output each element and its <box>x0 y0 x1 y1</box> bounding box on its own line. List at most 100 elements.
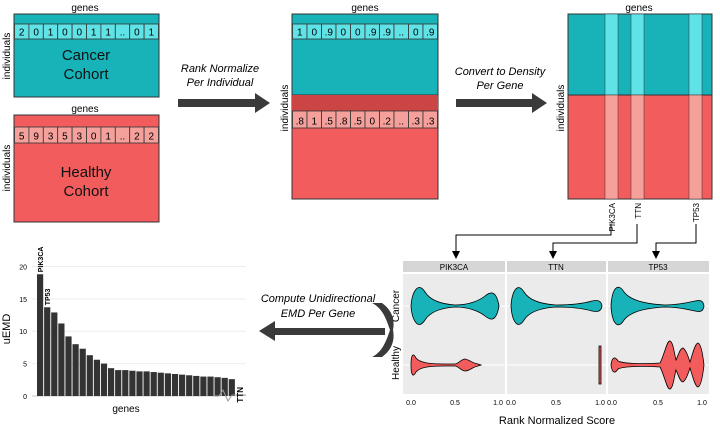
y-tick-label: 10 <box>19 329 27 336</box>
cancer-normalized-value: 1 <box>297 28 303 39</box>
individuals-label: individuals <box>2 145 13 192</box>
bar <box>150 372 157 396</box>
uemd-bar-chart: 0 5 10 15 20 PIK3CA TP53 uEMD genes TTN <box>1 247 246 415</box>
convert-density-step: Convert to Density Per Gene <box>455 66 547 113</box>
x-tick-label: 0.5 <box>551 400 561 407</box>
healthy-raw-value: 3 <box>77 132 83 143</box>
cancer-cohort-matrix: genes 2 0 1 0 0 1 1.. 0 1 Cancer Cohort individu… <box>2 3 160 98</box>
cancer-normalized-value: .9 <box>368 28 377 39</box>
row-label-cancer: Cancer <box>391 289 402 322</box>
cancer-raw-value: .. <box>120 28 126 39</box>
bar <box>143 371 150 396</box>
cancer-raw-value: 0 <box>33 28 39 39</box>
healthy-normalized-value: .. <box>398 117 404 128</box>
genes-label: genes <box>351 3 378 14</box>
row-label-healthy: Healthy <box>391 346 402 380</box>
bar-tail-label-ttn: TTN <box>236 387 245 403</box>
bar-chart-y-ticks: 0 5 10 15 20 <box>19 264 27 401</box>
bar <box>200 376 207 396</box>
y-tick-label: 20 <box>19 264 27 271</box>
healthy-normalized-value: .3 <box>412 117 421 128</box>
bar <box>193 375 200 396</box>
bar <box>136 371 143 396</box>
healthy-cohort-matrix: genes 5 9 3 5 3 0 1.. 2 2 Healthy Cohort individ… <box>2 104 160 223</box>
bar <box>86 355 93 396</box>
cancer-raw-cell <box>143 23 159 40</box>
cancer-normalized-value: .9 <box>426 28 435 39</box>
cancer-normalized-value: .9 <box>325 28 334 39</box>
bar-chart-bars <box>37 274 235 396</box>
bar <box>72 344 79 396</box>
cancer-raw-value: 1 <box>91 28 97 39</box>
gene-connectors <box>452 224 697 259</box>
compute-emd-label-2: EMD Per Gene <box>281 308 356 320</box>
x-tick-label: 0.5 <box>450 400 460 407</box>
gene-label-ttn: TTN <box>634 203 643 219</box>
healthy-normalized-value: .5 <box>325 117 334 128</box>
bar <box>115 370 122 396</box>
healthy-normalized-cell <box>422 110 438 129</box>
bar-chart-x-axis-label: genes <box>112 404 139 415</box>
cancer-normalized-value: 0 <box>340 28 346 39</box>
cancer-raw-value: 0 <box>62 28 68 39</box>
cancer-cohort-label-2: Cohort <box>63 66 109 83</box>
y-tick-label: 5 <box>23 362 27 369</box>
cancer-raw-value: 1 <box>105 28 111 39</box>
y-tick-label: 15 <box>19 297 27 304</box>
bar <box>58 323 65 396</box>
facet-title-tp53: TP53 <box>648 263 668 272</box>
healthy-normalized-value: 1 <box>311 117 317 128</box>
healthy-normalized-value: .8 <box>296 117 305 128</box>
bar <box>51 312 58 396</box>
left-arrow-icon <box>259 321 385 341</box>
healthy-raw-row: 5 9 3 5 3 0 1.. 2 2 <box>14 126 159 144</box>
bar <box>44 307 51 396</box>
bar <box>164 373 171 396</box>
healthy-normalized-value: .5 <box>354 117 363 128</box>
individuals-label: individuals <box>556 85 567 132</box>
healthy-raw-value: 2 <box>149 132 155 143</box>
bar <box>157 372 164 396</box>
bar <box>65 336 72 396</box>
violin-pik3ca-healthy <box>410 354 483 376</box>
rank-normalize-label-1: Rank Normalize <box>181 63 259 75</box>
individuals-label: individuals <box>280 85 291 132</box>
healthy-normalized-value: .2 <box>383 117 392 128</box>
bar <box>100 363 108 396</box>
healthy-raw-cell <box>143 126 159 144</box>
violin-ttn-cancer <box>510 287 603 325</box>
cancer-raw-value: 1 <box>48 28 54 39</box>
gene-label-pik3ca: PIK3CA <box>608 202 617 231</box>
cancer-normalized-value: 0 <box>355 28 361 39</box>
compute-emd-step: Compute Unidirectional EMD Per Gene <box>259 293 394 357</box>
x-tick-label: 0.0 <box>406 400 416 407</box>
facet-title-pik3ca: PIK3CA <box>440 263 469 272</box>
healthy-normalized-row: .8 1 .5 .8 .5 0 .2.. .3 .3 <box>292 110 438 129</box>
healthy-raw-value: 0 <box>91 132 97 143</box>
healthy-raw-value: 5 <box>19 132 25 143</box>
curved-arrow-icon <box>372 303 394 357</box>
bar <box>228 379 235 396</box>
bar <box>108 368 115 396</box>
convert-density-label-2: Per Gene <box>476 80 523 92</box>
bar <box>214 377 221 396</box>
bar <box>171 373 179 396</box>
cancer-cohort-label-1: Cancer <box>62 47 110 64</box>
rank-normalize-label-2: Per Individual <box>187 77 254 89</box>
cancer-normalized-value: 0 <box>413 28 419 39</box>
bar-label: TP53 <box>45 288 52 305</box>
bar-chart-y-axis-label: uEMD <box>1 314 13 345</box>
bar <box>207 376 214 396</box>
violin-pik3ca-cancer <box>410 287 500 325</box>
individuals-label: individuals <box>2 33 13 80</box>
right-arrow-icon <box>178 93 270 113</box>
healthy-raw-value: 3 <box>48 132 54 143</box>
healthy-raw-value: 1 <box>105 132 111 143</box>
healthy-raw-value: 9 <box>33 132 39 143</box>
violin-x-axis-label: Rank Normalized Score <box>499 415 615 427</box>
violin-tp53-cancer <box>610 286 705 326</box>
cancer-normalized-value: 0 <box>311 28 317 39</box>
right-arrow-icon <box>456 93 547 113</box>
bar <box>122 370 129 396</box>
